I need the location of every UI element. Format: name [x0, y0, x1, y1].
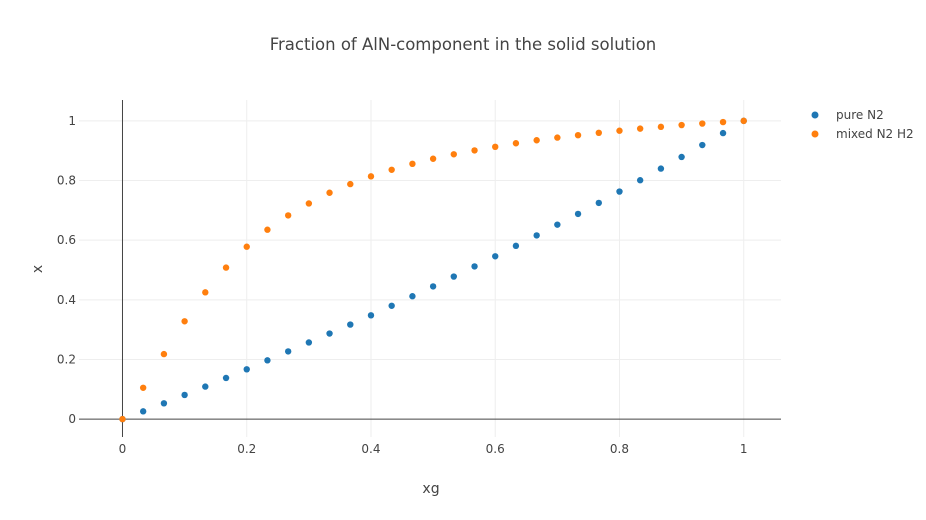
data-point[interactable] [243, 243, 250, 250]
data-point[interactable] [719, 129, 727, 137]
data-point[interactable] [347, 180, 354, 188]
data-point[interactable] [305, 339, 313, 346]
data-point[interactable] [326, 189, 333, 196]
data-point[interactable] [450, 273, 457, 280]
data-point[interactable] [388, 302, 395, 309]
data-point[interactable] [616, 188, 623, 195]
data-point[interactable] [388, 166, 395, 173]
data-point[interactable] [678, 153, 685, 161]
data-point[interactable] [678, 121, 685, 129]
data-point[interactable] [139, 384, 147, 391]
data-point[interactable] [264, 357, 271, 364]
y-tick-label: 0.4 [57, 293, 76, 307]
y-tick-label: 0.2 [57, 352, 76, 366]
data-point[interactable] [429, 283, 437, 290]
legend-label-mixed-n2-h2: mixed N2 H2 [836, 127, 914, 141]
data-point[interactable] [471, 147, 478, 154]
data-point[interactable] [222, 374, 230, 382]
data-point[interactable] [574, 210, 582, 218]
data-point[interactable] [636, 125, 644, 132]
grid-lines [79, 100, 781, 437]
data-point[interactable] [574, 131, 582, 139]
y-tick-label: 0.6 [57, 233, 76, 247]
y-tick-label: 0.8 [57, 174, 76, 188]
data-point[interactable] [719, 118, 727, 126]
data-point[interactable] [657, 165, 665, 172]
data-point[interactable] [595, 129, 602, 137]
data-point[interactable] [284, 348, 292, 355]
data-point[interactable] [471, 263, 478, 270]
data-point[interactable] [347, 321, 354, 328]
x-tick-label: 0.2 [237, 442, 256, 456]
data-point[interactable] [429, 155, 437, 162]
x-tick-label: 1 [740, 442, 748, 456]
x-tick-labels: 0 0.2 0.4 0.6 0.8 1 [119, 442, 748, 456]
data-point[interactable] [657, 123, 665, 131]
data-point[interactable] [492, 143, 499, 151]
x-tick-label: 0.4 [361, 442, 380, 456]
data-point[interactable] [595, 199, 602, 207]
data-points [119, 117, 747, 423]
x-tick-label: 0 [119, 442, 127, 456]
x-tick-label: 0.6 [486, 442, 505, 456]
data-point[interactable] [181, 391, 188, 399]
x-axis-label: xg [422, 481, 439, 497]
series-mixed-n2-h2 [119, 117, 747, 423]
data-point[interactable] [492, 253, 499, 260]
legend-marker-mixed-n2-h2 [811, 130, 819, 138]
legend-item-mixed-n2-h2[interactable]: mixed N2 H2 [811, 127, 914, 141]
series-pure-n2 [119, 117, 747, 423]
data-point[interactable] [222, 264, 230, 271]
data-point[interactable] [512, 140, 520, 147]
data-point[interactable] [243, 366, 250, 373]
legend-marker-pure-n2 [811, 111, 819, 119]
data-point[interactable] [409, 293, 416, 300]
data-point[interactable] [160, 350, 168, 358]
data-point[interactable] [367, 312, 375, 319]
data-point[interactable] [119, 415, 126, 423]
data-point[interactable] [512, 242, 520, 250]
data-point[interactable] [409, 160, 416, 168]
x-tick-label: 0.8 [610, 442, 629, 456]
y-tick-label: 0 [68, 412, 76, 426]
data-point[interactable] [139, 408, 147, 415]
chart-title: Fraction of AlN-component in the solid s… [270, 35, 657, 54]
data-point[interactable] [740, 117, 747, 125]
data-point[interactable] [533, 232, 540, 239]
data-point[interactable] [450, 151, 457, 158]
legend[interactable]: pure N2 mixed N2 H2 [811, 108, 914, 141]
data-point[interactable] [181, 318, 188, 325]
data-point[interactable] [202, 383, 209, 390]
data-point[interactable] [160, 400, 168, 407]
data-point[interactable] [616, 127, 623, 134]
data-point[interactable] [554, 221, 561, 228]
data-point[interactable] [699, 120, 706, 127]
data-point[interactable] [699, 141, 706, 149]
data-point[interactable] [554, 134, 561, 141]
y-tick-labels: 0 0.2 0.4 0.6 0.8 1 [57, 114, 76, 426]
axes [79, 100, 781, 437]
data-point[interactable] [533, 137, 540, 144]
data-point[interactable] [202, 289, 209, 296]
data-point[interactable] [636, 177, 644, 184]
data-point[interactable] [326, 330, 333, 337]
legend-item-pure-n2[interactable]: pure N2 [811, 108, 884, 122]
y-tick-label: 1 [68, 114, 76, 128]
data-point[interactable] [264, 226, 271, 233]
data-point[interactable] [367, 173, 375, 180]
data-point[interactable] [284, 212, 292, 219]
legend-label-pure-n2: pure N2 [836, 108, 884, 122]
data-point[interactable] [305, 200, 313, 207]
y-axis-label: x [30, 265, 46, 273]
